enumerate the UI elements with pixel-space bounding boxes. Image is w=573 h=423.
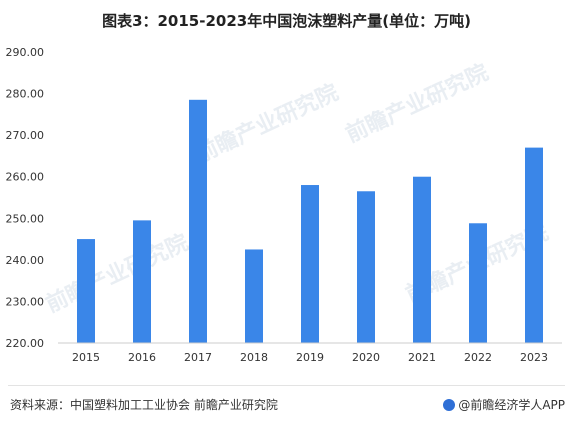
x-axis: 2015 2016 2017 2018 2019 2020 2021 2022 2023 [72, 351, 548, 364]
bar-2023 [525, 147, 543, 343]
y-tick-label: 250.00 [6, 212, 45, 225]
x-tick-label: 2015 [72, 351, 100, 364]
y-tick-label: 260.00 [6, 171, 45, 184]
brand-logo-icon [443, 399, 456, 411]
watermark-text: 前瞻产业研究院 [192, 79, 343, 168]
brand-label: @前瞻经济学人APP [443, 396, 565, 413]
y-tick-label: 290.00 [6, 46, 45, 59]
x-tick-label: 2021 [408, 351, 436, 364]
x-tick-label: 2020 [352, 351, 380, 364]
chart-title: 图表3：2015-2023年中国泡沫塑料产量(单位：万吨) [102, 12, 471, 30]
bar-2022 [469, 223, 487, 343]
bar-2017 [189, 99, 207, 343]
bar-2015 [77, 239, 95, 343]
bar-2021 [413, 176, 431, 343]
x-tick-label: 2017 [184, 351, 212, 364]
y-tick-label: 220.00 [6, 337, 45, 350]
bar-2020 [357, 191, 375, 343]
y-axis: 220.00 230.00 240.00 250.00 260.00 270.00 280.… [6, 46, 45, 350]
bar-2016 [133, 220, 151, 343]
y-tick-label: 240.00 [6, 254, 45, 267]
bars [77, 99, 543, 343]
footer-divider [8, 385, 565, 386]
brand-text: @前瞻经济学人APP [458, 398, 565, 412]
y-tick-label: 280.00 [6, 88, 45, 101]
watermark-text: 前瞻产业研究院 [342, 59, 493, 148]
x-tick-label: 2019 [296, 351, 324, 364]
bar-2019 [301, 185, 319, 343]
x-tick-label: 2018 [240, 351, 268, 364]
y-tick-label: 270.00 [6, 129, 45, 142]
source-note: 资料来源：中国塑料加工工业协会 前瞻产业研究院 [10, 398, 278, 412]
watermark-text: 前瞻产业研究院 [42, 229, 193, 318]
y-tick-label: 230.00 [6, 295, 45, 308]
x-tick-label: 2023 [520, 351, 548, 364]
bar-2018 [245, 249, 263, 343]
x-tick-label: 2016 [128, 351, 156, 364]
x-tick-label: 2022 [464, 351, 492, 364]
